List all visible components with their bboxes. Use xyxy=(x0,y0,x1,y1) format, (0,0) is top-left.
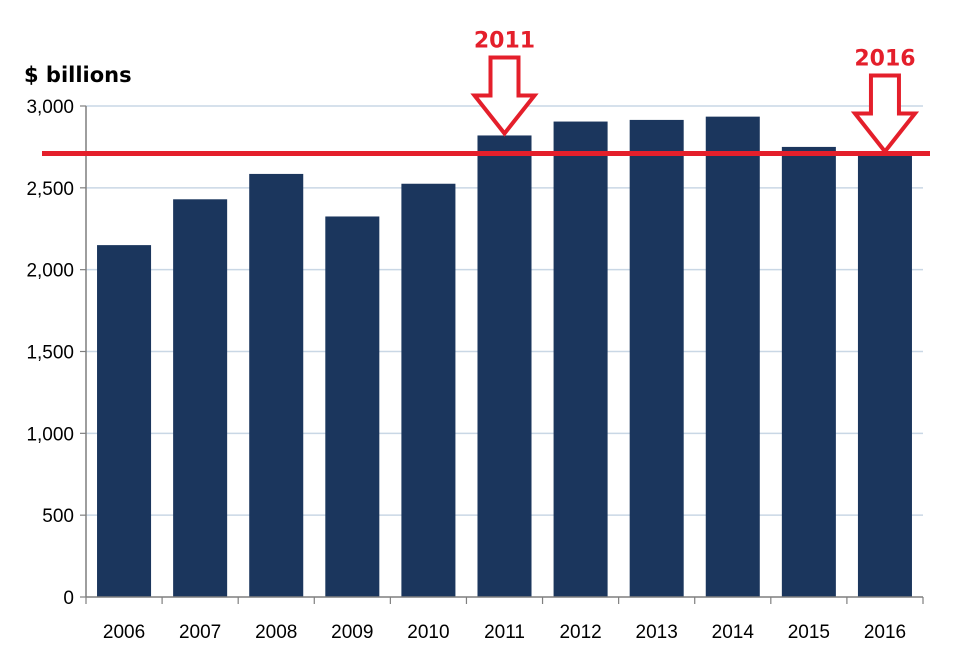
y-tick-label: 3,000 xyxy=(26,97,74,118)
bar-2016 xyxy=(857,153,912,598)
y-tick-label: 2,500 xyxy=(26,179,74,200)
bar-2009 xyxy=(325,216,380,597)
y-axis-unit-label: $ billions xyxy=(24,63,132,87)
y-tick-label: 500 xyxy=(42,506,74,527)
bars xyxy=(97,116,912,598)
axes xyxy=(80,105,924,604)
y-tick-label: 2,000 xyxy=(26,261,74,282)
x-tick-label: 2015 xyxy=(788,622,830,643)
x-tick-label: 2014 xyxy=(712,622,755,643)
x-tick-label: 2006 xyxy=(103,622,145,643)
callout-label: 2011 xyxy=(474,28,535,53)
bar-2011 xyxy=(477,135,532,597)
x-tick-label: 2008 xyxy=(255,622,297,643)
x-tick-label: 2011 xyxy=(484,622,525,643)
bar-2010 xyxy=(401,183,456,597)
bar-2006 xyxy=(97,245,152,597)
y-tick-label: 1,000 xyxy=(26,424,74,445)
bar-2007 xyxy=(173,199,228,598)
x-tick-label: 2007 xyxy=(179,622,221,643)
callout-arrow-icon xyxy=(470,55,539,137)
callout-label: 2016 xyxy=(854,46,915,71)
y-tick-label: 1,500 xyxy=(26,343,74,364)
bar-2012 xyxy=(553,121,608,597)
annotations: 2011 2016 xyxy=(470,28,920,155)
y-axis-ticks: 0 500 1,000 1,500 2,000 2,500 3,000 xyxy=(26,97,74,609)
bar-2015 xyxy=(781,146,836,597)
bar-2014 xyxy=(705,116,760,597)
x-axis-ticks: 2006 2007 2008 2009 2010 2011 2012 2013 2014 2015… xyxy=(103,622,906,643)
bar-2013 xyxy=(629,119,684,597)
x-tick-label: 2013 xyxy=(636,622,678,643)
x-tick-label: 2012 xyxy=(559,622,601,643)
x-tick-label: 2016 xyxy=(864,622,906,643)
x-tick-label: 2009 xyxy=(331,622,373,643)
y-tick-label: 0 xyxy=(63,588,74,609)
callout-arrow-icon xyxy=(850,73,920,155)
bar-2008 xyxy=(249,173,304,597)
x-tick-label: 2010 xyxy=(407,622,449,643)
